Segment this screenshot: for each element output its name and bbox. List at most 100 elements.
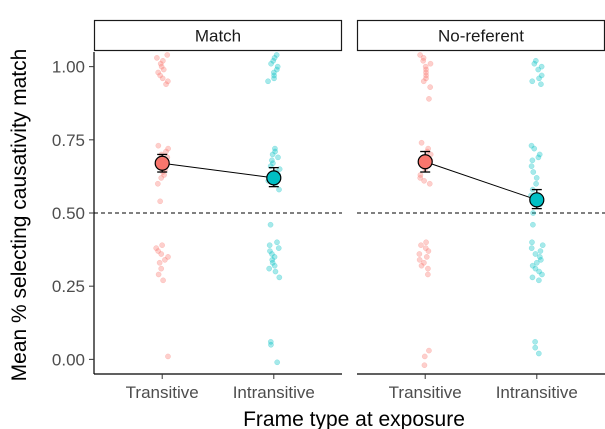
data-point (417, 175, 424, 181)
data-point (275, 245, 282, 251)
data-point (423, 239, 429, 246)
data-point (164, 52, 171, 58)
data-point (155, 142, 162, 149)
data-point (268, 341, 274, 348)
data-point (153, 245, 160, 251)
data-point (421, 259, 427, 266)
y-tick-label: 0.75 (52, 131, 85, 150)
facet-strip (93, 19, 343, 52)
data-point (423, 254, 430, 260)
data-point (274, 63, 281, 70)
data-point (425, 271, 431, 278)
facet-strip-label: Match (195, 27, 241, 46)
data-point (425, 248, 432, 254)
data-point (421, 353, 428, 360)
data-point (532, 344, 539, 351)
data-point (530, 210, 536, 216)
data-point (426, 347, 432, 354)
data-point (425, 265, 431, 272)
data-point (271, 69, 277, 76)
data-point (158, 265, 165, 272)
data-point (528, 245, 535, 251)
x-tick-label: Intransitive (233, 383, 315, 402)
data-point (158, 63, 165, 70)
data-point (416, 256, 423, 263)
data-point (423, 72, 429, 79)
data-point (269, 157, 275, 164)
data-point (422, 63, 429, 70)
data-point (538, 81, 544, 88)
data-point (529, 78, 536, 85)
data-point (533, 180, 539, 187)
data-point (163, 148, 169, 155)
data-point (158, 251, 165, 257)
facet-strip-label: No-referent (438, 27, 524, 46)
data-point (267, 338, 274, 345)
data-point (535, 154, 542, 161)
data-point (271, 262, 278, 269)
data-point (273, 66, 280, 73)
data-point (154, 55, 160, 61)
data-point (538, 256, 544, 263)
mean-point (529, 192, 545, 208)
summary-layer (154, 150, 545, 210)
x-tick-label: Transitive (389, 383, 462, 402)
data-point (266, 242, 273, 249)
data-point (537, 248, 544, 254)
y-tick-label: 0.25 (52, 277, 85, 296)
data-point (535, 350, 542, 357)
data-point (423, 75, 429, 82)
mean-connector-line (425, 161, 537, 201)
data-point (269, 259, 276, 266)
data-point (536, 254, 543, 260)
data-point (271, 254, 278, 260)
data-point (276, 186, 282, 193)
data-point (530, 221, 536, 228)
data-point (539, 271, 545, 278)
data-point (165, 254, 171, 260)
data-point (529, 262, 536, 269)
data-point (416, 251, 423, 257)
data-point (529, 274, 536, 281)
data-point (160, 57, 166, 64)
data-point (269, 256, 276, 263)
data-point (532, 57, 539, 64)
data-point (159, 75, 166, 82)
x-tick-label: Transitive (126, 383, 199, 402)
data-point (267, 248, 273, 254)
data-point (533, 175, 540, 181)
data-point (157, 198, 164, 205)
data-point (531, 60, 538, 67)
mean-point (266, 170, 282, 186)
data-point (274, 239, 280, 246)
data-point (529, 157, 536, 164)
data-point (528, 142, 535, 149)
data-point (269, 151, 276, 158)
data-point (532, 265, 539, 272)
data-point (418, 242, 424, 249)
data-point (536, 75, 542, 82)
data-point (265, 78, 271, 85)
data-point (275, 154, 281, 161)
data-point (270, 160, 276, 167)
data-point (418, 139, 425, 146)
data-point (426, 95, 432, 102)
data-point (266, 265, 273, 272)
data-point (154, 180, 161, 187)
data-point (532, 251, 539, 257)
data-point (160, 66, 167, 73)
data-point (539, 242, 546, 249)
data-point (165, 145, 171, 152)
y-axis-title: Mean % selecting causativity match (8, 49, 31, 382)
x-axis-title: Frame type at exposure (243, 408, 465, 429)
data-point (276, 274, 283, 281)
data-point (163, 81, 169, 88)
data-point (273, 52, 280, 58)
data-point (267, 221, 274, 228)
data-point (535, 66, 542, 73)
x-tick-label: Intransitive (496, 383, 578, 402)
data-point (272, 148, 278, 155)
data-point (269, 251, 275, 257)
data-point (157, 60, 164, 67)
data-point (529, 239, 535, 246)
